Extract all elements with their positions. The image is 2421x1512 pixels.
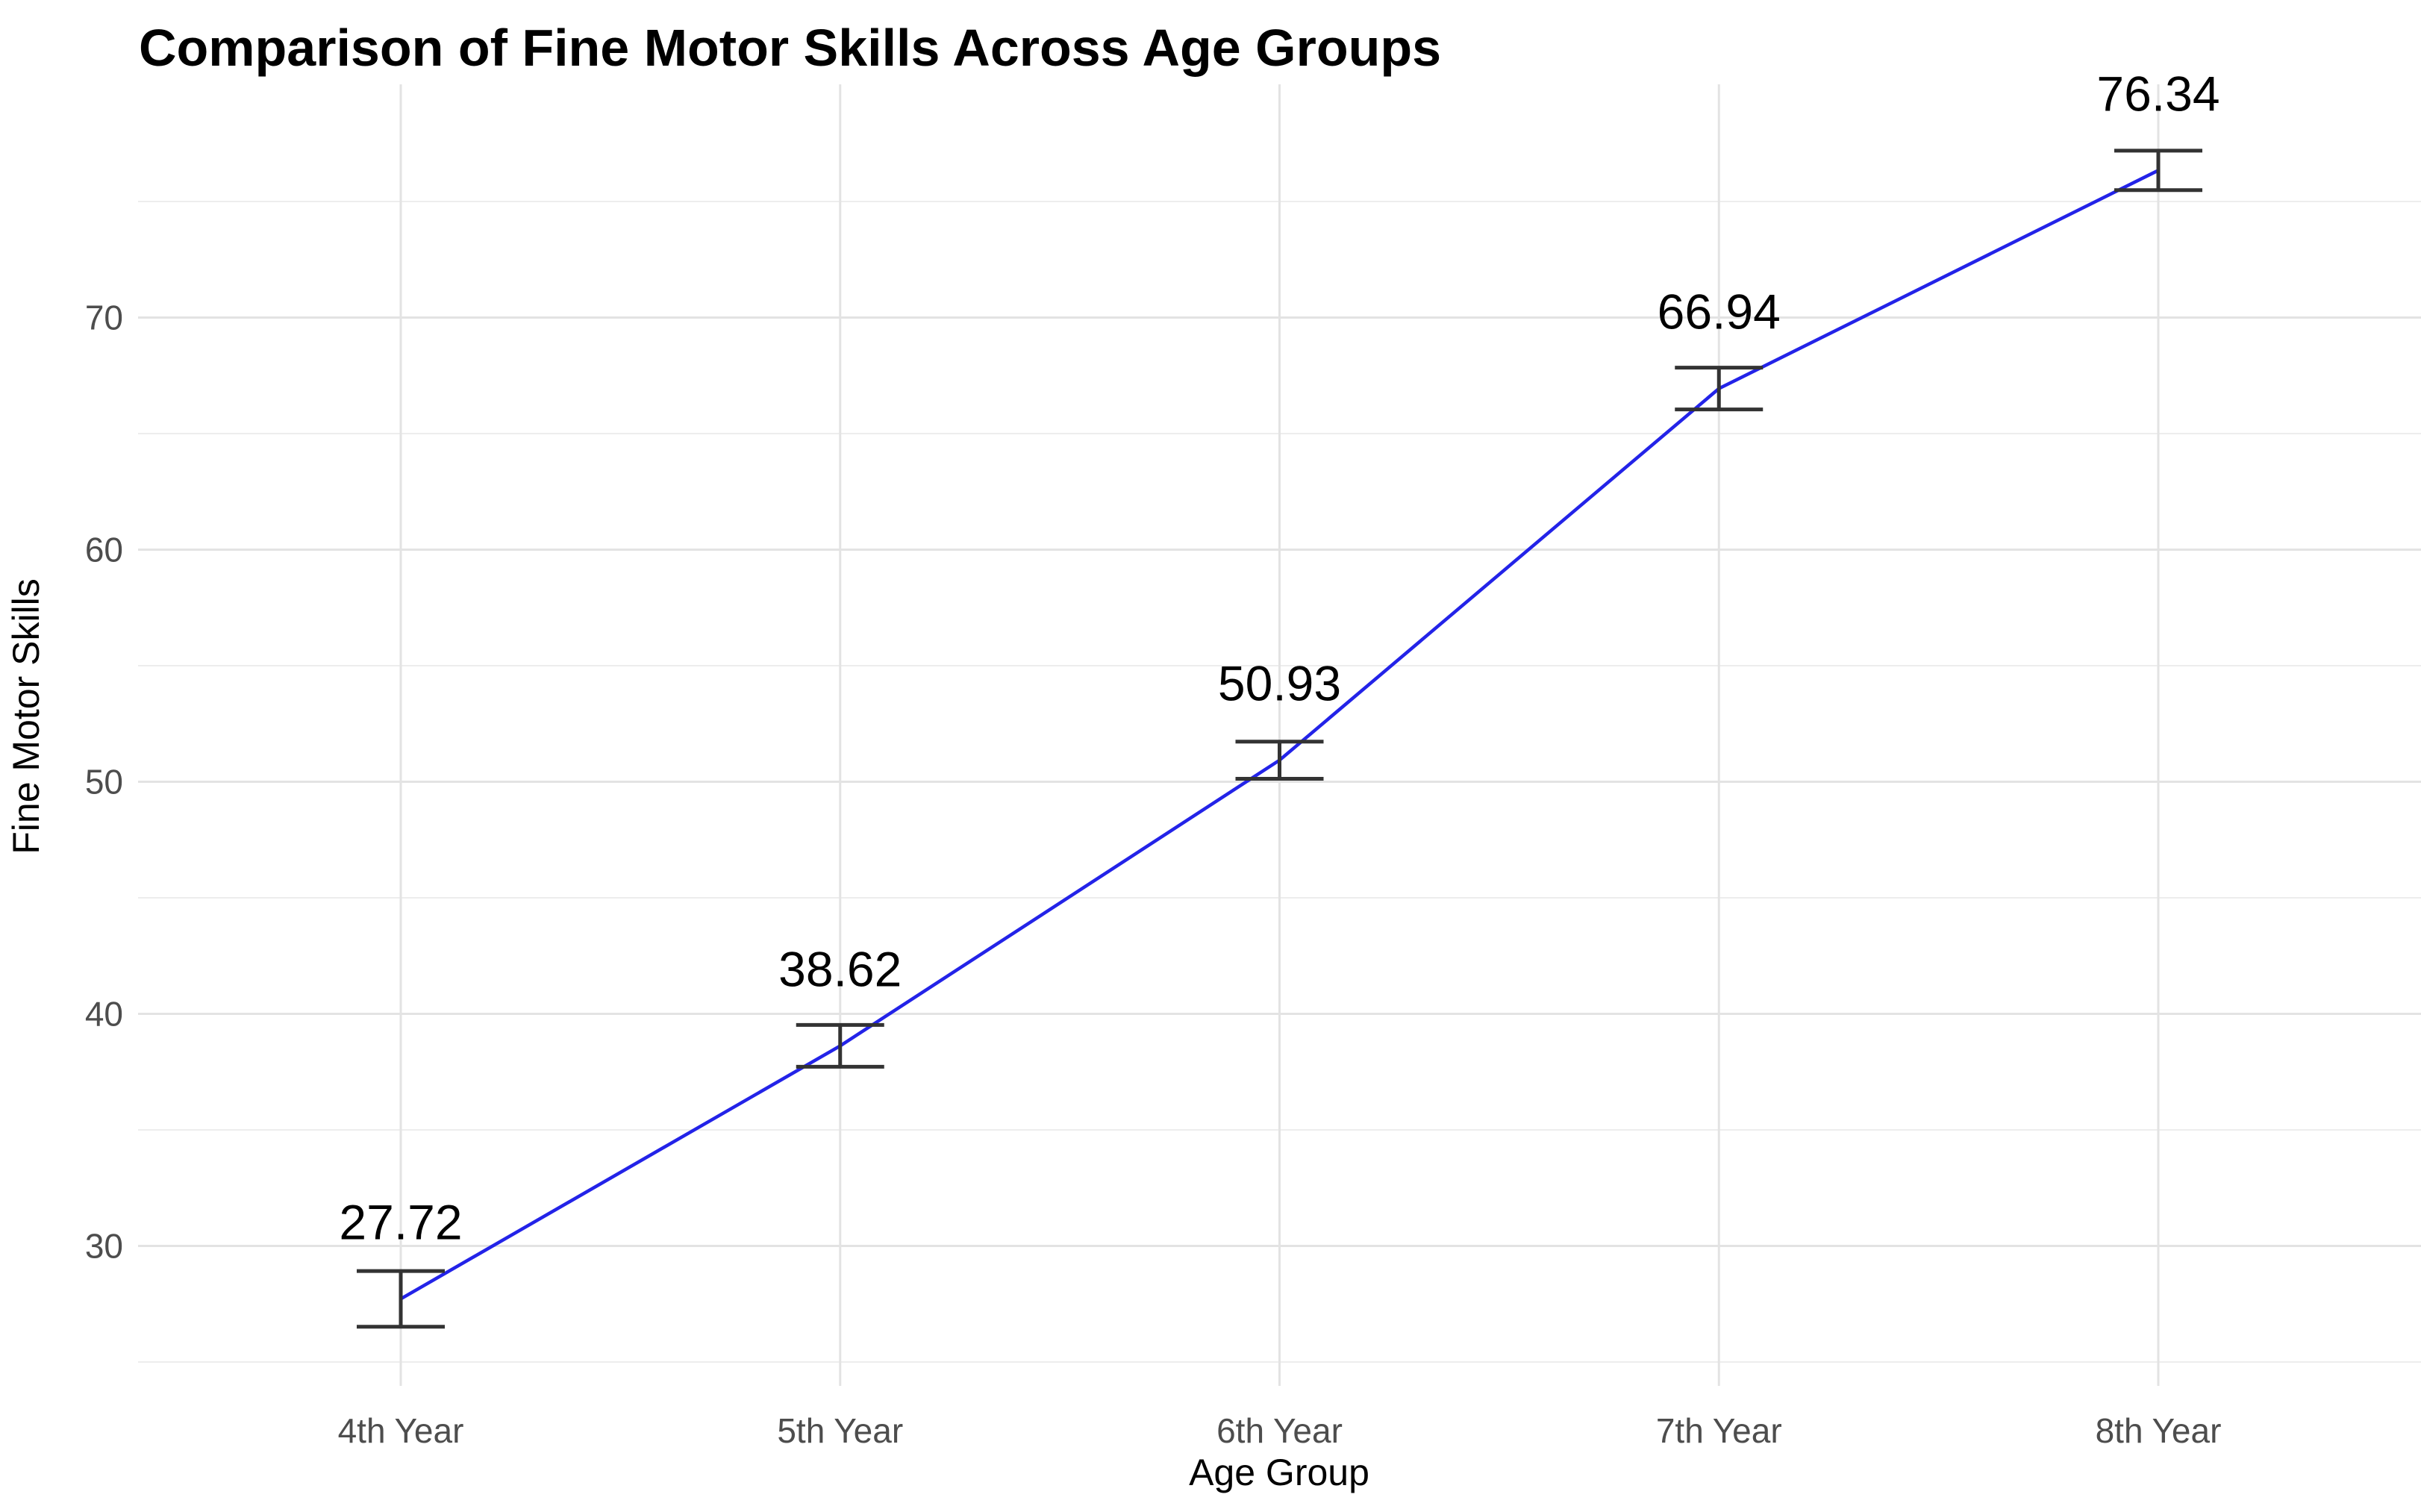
error-bar-1	[357, 1269, 445, 1329]
error-bar-2	[796, 1022, 884, 1069]
error-bars	[357, 149, 2202, 1329]
data-label-3: 50.93	[1218, 656, 1341, 711]
data-point-labels: 27.72 38.62 50.93 66.94 76.34	[339, 66, 2219, 1249]
x-tick-label-5: 8th Year	[2096, 1411, 2222, 1450]
y-tick-label-40: 40	[85, 995, 123, 1034]
x-tick-label-1: 4th Year	[338, 1411, 464, 1450]
data-label-2: 38.62	[778, 941, 902, 996]
y-tick-label-30: 30	[85, 1227, 123, 1266]
category-gridlines	[399, 84, 2160, 1386]
data-label-5: 76.34	[2096, 66, 2219, 121]
x-axis-title: Age Group	[1189, 1452, 1369, 1493]
data-label-1: 27.72	[339, 1194, 462, 1249]
y-tick-label-50: 50	[85, 763, 123, 802]
x-tick-label-2: 5th Year	[777, 1411, 903, 1450]
y-tick-label-70: 70	[85, 299, 123, 337]
y-tick-label-60: 60	[85, 531, 123, 569]
x-axis-tick-labels: 4th Year 5th Year 6th Year 7th Year 8th Year	[338, 1411, 2222, 1450]
chart-title: Comparison of Fine Motor Skills Across A…	[139, 19, 1441, 77]
y-axis-tick-labels: 30 40 50 60 70	[85, 299, 123, 1266]
error-bar-4	[1675, 366, 1764, 412]
x-tick-label-4: 7th Year	[1656, 1411, 1782, 1450]
error-bar-3	[1235, 740, 1324, 781]
data-label-4: 66.94	[1658, 284, 1781, 340]
x-tick-label-3: 6th Year	[1216, 1411, 1343, 1450]
y-axis-title: Fine Motor Skills	[5, 578, 47, 855]
error-bar-5	[2114, 149, 2202, 193]
